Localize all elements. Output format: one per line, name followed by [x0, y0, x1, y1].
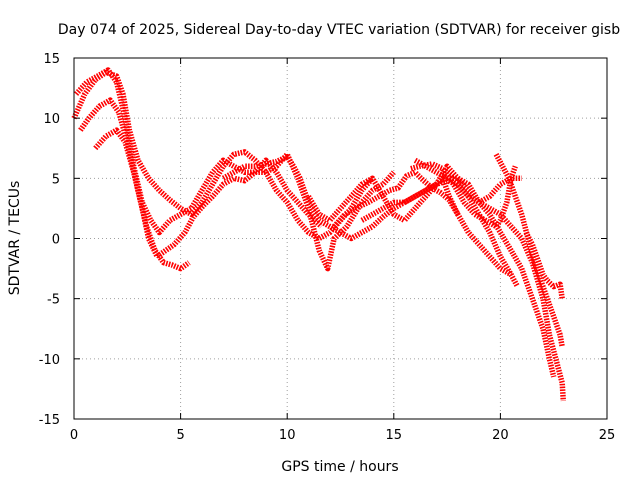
series-trace-11	[493, 153, 565, 348]
series-trace-1	[71, 69, 375, 242]
x-tick-label: 20	[492, 428, 509, 443]
grid-lines	[74, 58, 607, 419]
series-trace-2	[74, 67, 396, 272]
y-tick-label: 0	[52, 233, 60, 248]
series-trace-7	[360, 163, 567, 402]
y-tick-label: 10	[43, 112, 60, 127]
chart-title: Day 074 of 2025, Sidereal Day-to-day VTE…	[58, 22, 620, 38]
series-trace-9	[445, 170, 522, 206]
series-traces	[71, 67, 567, 402]
series-trace-6	[306, 175, 513, 277]
series-trace-4	[93, 127, 324, 260]
x-tick-label: 10	[279, 428, 296, 443]
y-tick-label: 15	[43, 52, 60, 67]
x-axis-label: GPS time / hours	[281, 459, 398, 475]
x-tick-label: 25	[599, 428, 616, 443]
series-trace-10	[410, 161, 518, 230]
y-axis-label: SDTVAR / TECUs	[7, 181, 23, 296]
y-tick-label: -10	[39, 353, 60, 368]
y-tick-label: -5	[47, 293, 60, 308]
axis-ticks: 0 5 10 15 20 25 -15 -10 -5 0 5 10 15	[39, 52, 616, 443]
x-tick-label: 0	[70, 428, 78, 443]
y-tick-label: -15	[39, 413, 60, 428]
series-trace-12	[523, 231, 565, 300]
series-trace-8	[413, 157, 557, 378]
x-tick-label: 15	[386, 428, 403, 443]
y-tick-label: 5	[52, 172, 60, 187]
x-tick-label: 5	[176, 428, 184, 443]
